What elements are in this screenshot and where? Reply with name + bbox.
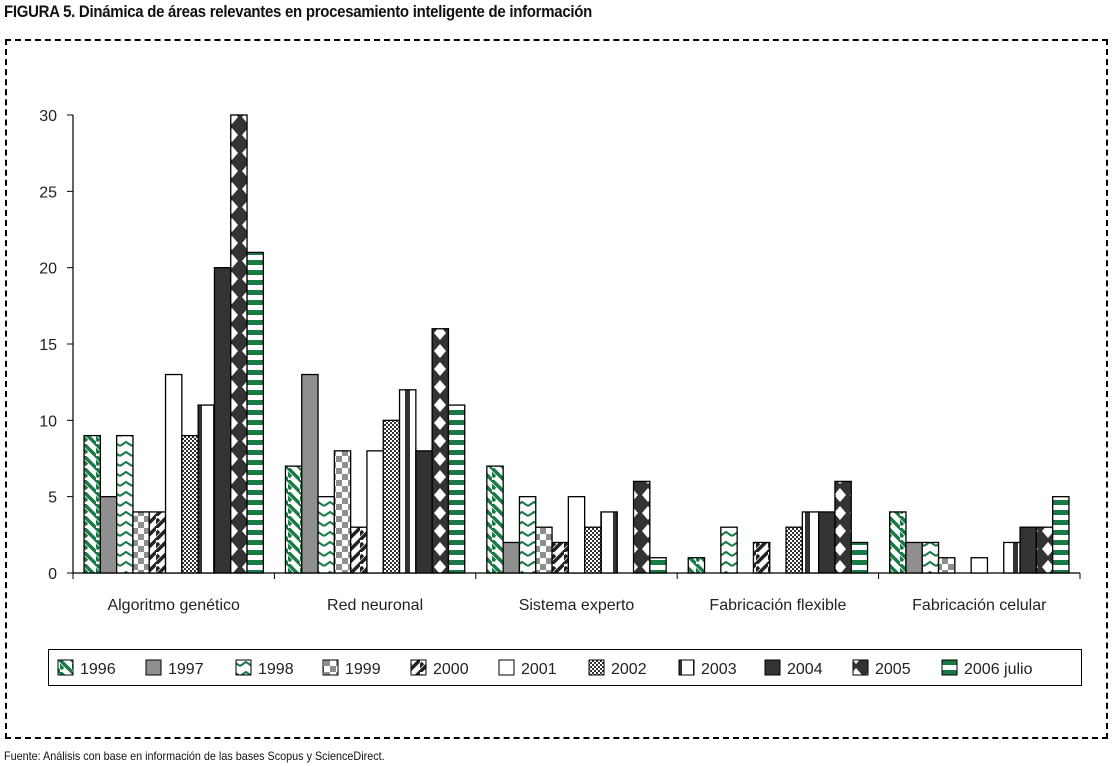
legend-swatch-1999 — [322, 659, 339, 676]
chart-frame — [5, 39, 1108, 739]
bar-2002-2 — [584, 526, 602, 574]
bar-2003-4 — [1003, 541, 1021, 574]
bar-1997-0 — [99, 496, 118, 574]
bar-1998-4 — [921, 541, 940, 574]
bar-2005-4 — [1035, 526, 1054, 574]
y-tick-label: 5 — [48, 490, 57, 507]
bar-2003-1 — [398, 389, 417, 574]
legend-swatch-1997 — [145, 659, 162, 676]
legend-label: 1997 — [168, 661, 204, 678]
source-note: Fuente: Análisis con base en información… — [4, 749, 385, 763]
y-tick-label: 15 — [39, 337, 57, 354]
bar-2006-julio-0 — [246, 251, 265, 574]
legend-swatch-2001 — [498, 659, 515, 676]
bars — [83, 114, 1070, 574]
y-tick-label: 0 — [48, 566, 57, 583]
legend-label: 1999 — [345, 661, 381, 678]
legend-swatch-1996 — [57, 659, 74, 676]
bar-1999-2 — [535, 526, 553, 574]
bar-2000-1 — [349, 526, 368, 574]
legend-swatch-2006-julio — [941, 659, 958, 676]
bar-2001-2 — [567, 496, 586, 574]
legend-items: 1996 1997 1998 1999 2000 2001 2002 2003 2004 2005… — [57, 659, 1033, 678]
legend-label: 2006 julio — [964, 661, 1033, 678]
y-tick-label: 20 — [39, 261, 57, 278]
bar-2001-1 — [366, 450, 384, 574]
x-tick-label: Red neuronal — [327, 597, 423, 614]
legend-swatch-2003 — [678, 659, 695, 676]
bar-1999-0 — [132, 511, 150, 574]
legend-label: 2003 — [701, 661, 737, 678]
bar-2006-julio-4 — [1052, 496, 1070, 574]
bar-1997-4 — [905, 541, 923, 574]
bar-2002-3 — [785, 526, 803, 574]
legend-swatch-2002 — [588, 659, 605, 676]
bar-1997-1 — [301, 373, 319, 574]
bar-2001-4 — [970, 557, 989, 574]
bar-2005-3 — [834, 480, 852, 574]
bar-2004-4 — [1019, 526, 1037, 574]
bar-1996-4 — [889, 511, 907, 574]
y-tick-label: 30 — [39, 108, 57, 125]
legend-label: 2005 — [875, 661, 911, 678]
x-tick-label: Sistema experto — [519, 597, 635, 614]
bar-2000-0 — [148, 511, 167, 574]
bar-2000-3 — [752, 541, 771, 574]
bar-1996-3 — [687, 557, 706, 574]
legend-swatch-1998 — [235, 659, 252, 676]
bar-1997-2 — [502, 541, 521, 574]
legend-label: 1996 — [80, 661, 116, 678]
bar-2005-1 — [431, 328, 450, 574]
legend — [48, 649, 1082, 686]
bar-2006-julio-3 — [850, 541, 869, 574]
legend-label: 2000 — [433, 661, 469, 678]
x-tick-label: Algoritmo genético — [107, 597, 240, 614]
bar-1998-2 — [518, 496, 537, 574]
x-tick-label: Fabricación flexible — [709, 597, 846, 614]
bar-2004-1 — [415, 450, 433, 574]
bar-2001-0 — [164, 373, 183, 574]
bar-2005-2 — [632, 480, 651, 574]
bar-1996-0 — [83, 434, 102, 574]
legend-swatch-2000 — [410, 659, 427, 676]
bar-1999-1 — [333, 450, 352, 574]
bar-1998-1 — [317, 496, 335, 574]
y-tick-label: 25 — [39, 184, 57, 201]
bar-2006-julio-1 — [447, 404, 466, 574]
legend-swatch-2005 — [852, 659, 869, 676]
legend-swatch-2004 — [764, 659, 781, 676]
legend-label: 1998 — [258, 661, 294, 678]
bar-1998-3 — [720, 526, 738, 574]
bar-1996-2 — [486, 465, 504, 574]
bar-2000-2 — [551, 541, 569, 574]
legend-label: 2001 — [521, 661, 557, 678]
bar-2004-3 — [818, 511, 836, 574]
legend-label: 2004 — [787, 661, 823, 678]
figure-title: FIGURA 5. Dinámica de áreas relevantes e… — [4, 2, 593, 21]
bar-2003-0 — [197, 404, 216, 574]
bar-1998-0 — [116, 434, 134, 574]
bar-2002-1 — [382, 419, 401, 574]
bar-2005-0 — [230, 114, 248, 574]
x-tick-label: Fabricación celular — [912, 597, 1047, 614]
bar-1996-1 — [284, 465, 303, 574]
bar-2003-3 — [801, 511, 820, 574]
y-tick-label: 10 — [39, 413, 57, 430]
bar-2002-0 — [181, 434, 199, 574]
bar-2004-0 — [213, 267, 232, 574]
legend-label: 2002 — [611, 661, 647, 678]
bar-2006-julio-2 — [649, 557, 667, 574]
bar-1999-4 — [937, 557, 956, 574]
bar-2003-2 — [600, 511, 618, 574]
